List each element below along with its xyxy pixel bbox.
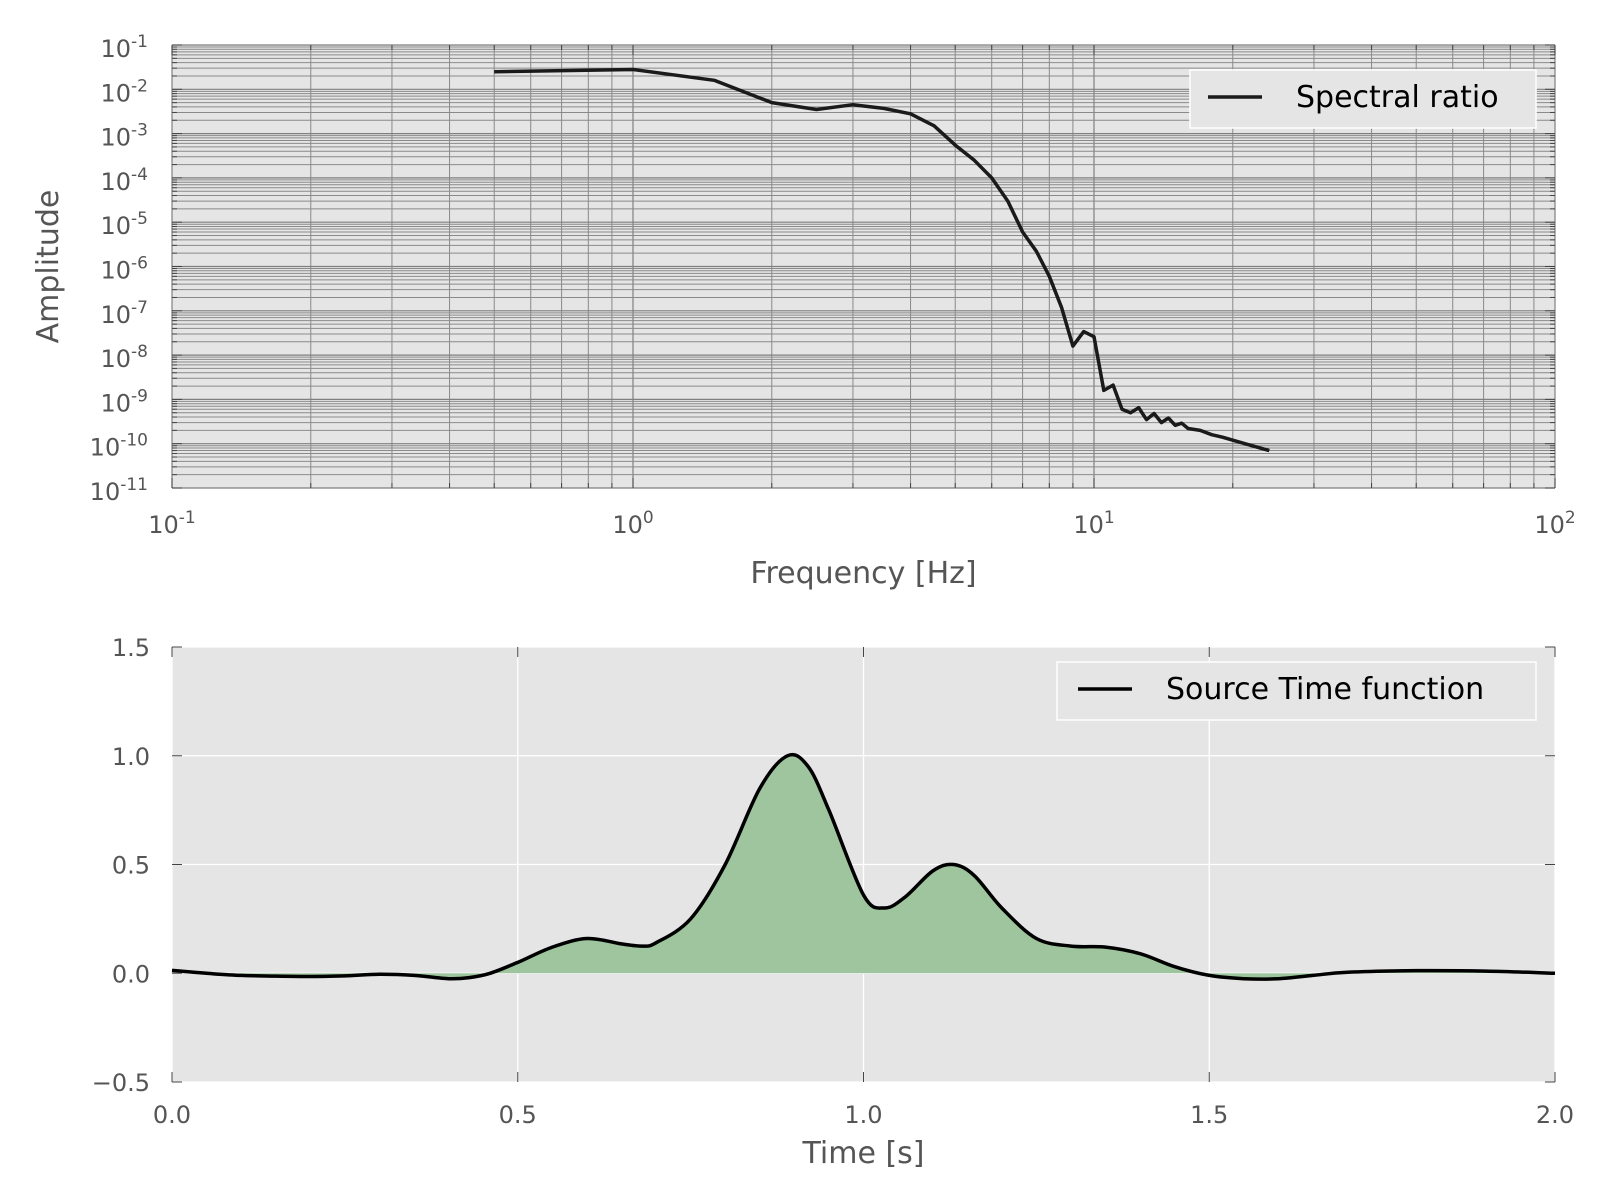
y-tick-label: 10-10 (90, 431, 148, 462)
x-tick-label: 102 (1534, 508, 1575, 539)
y-tick-label: 0.5 (112, 852, 150, 880)
y-tick-label: 0.0 (112, 960, 150, 988)
y-tick-label: 1.5 (112, 634, 150, 662)
x-tick-label: 1.0 (844, 1101, 882, 1129)
spectral-legend: Spectral ratio (1190, 70, 1536, 128)
x-tick-label: 1.5 (1190, 1101, 1228, 1129)
x-tick-label: 10-1 (148, 508, 196, 539)
y-tick-label: 10-5 (101, 209, 149, 240)
y-tick-label: 10-6 (101, 254, 149, 285)
x-tick-label: 0.5 (499, 1101, 537, 1129)
x-tick-label: 0.0 (153, 1101, 191, 1129)
y-tick-label: 10-1 (101, 32, 149, 63)
spectral-panel: 10-1 100 101 102 10-1 10-2 10-3 10-4 10-5 10-6 10-… (31, 32, 1576, 591)
y-tick-label: 10-7 (101, 298, 149, 329)
y-tick-label: 10-9 (101, 386, 149, 417)
x-tick-label: 2.0 (1536, 1101, 1574, 1129)
frequency-axis-label: Frequency [Hz] (750, 556, 976, 591)
y-tick-label: −0.5 (92, 1069, 150, 1097)
stf-legend: Source Time function (1057, 662, 1536, 720)
x-tick-label: 100 (612, 508, 653, 539)
spectral-legend-label: Spectral ratio (1296, 80, 1499, 115)
y-tick-label: 10-2 (101, 76, 149, 107)
y-tick-label: 10-11 (90, 475, 148, 506)
stf-panel: 0.0 0.5 1.0 1.5 2.01.51.00.50.0−0.5 Time [s]… (92, 634, 1574, 1171)
stf-legend-label: Source Time function (1166, 672, 1484, 707)
y-tick-label: 1.0 (112, 743, 150, 771)
x-tick-label: 101 (1073, 508, 1114, 539)
y-tick-label: 10-8 (101, 342, 149, 373)
y-tick-label: 10-4 (101, 165, 149, 196)
y-tick-label: 10-3 (101, 121, 149, 152)
time-axis-label: Time [s] (802, 1136, 925, 1171)
amplitude-axis-label: Amplitude (31, 190, 66, 344)
